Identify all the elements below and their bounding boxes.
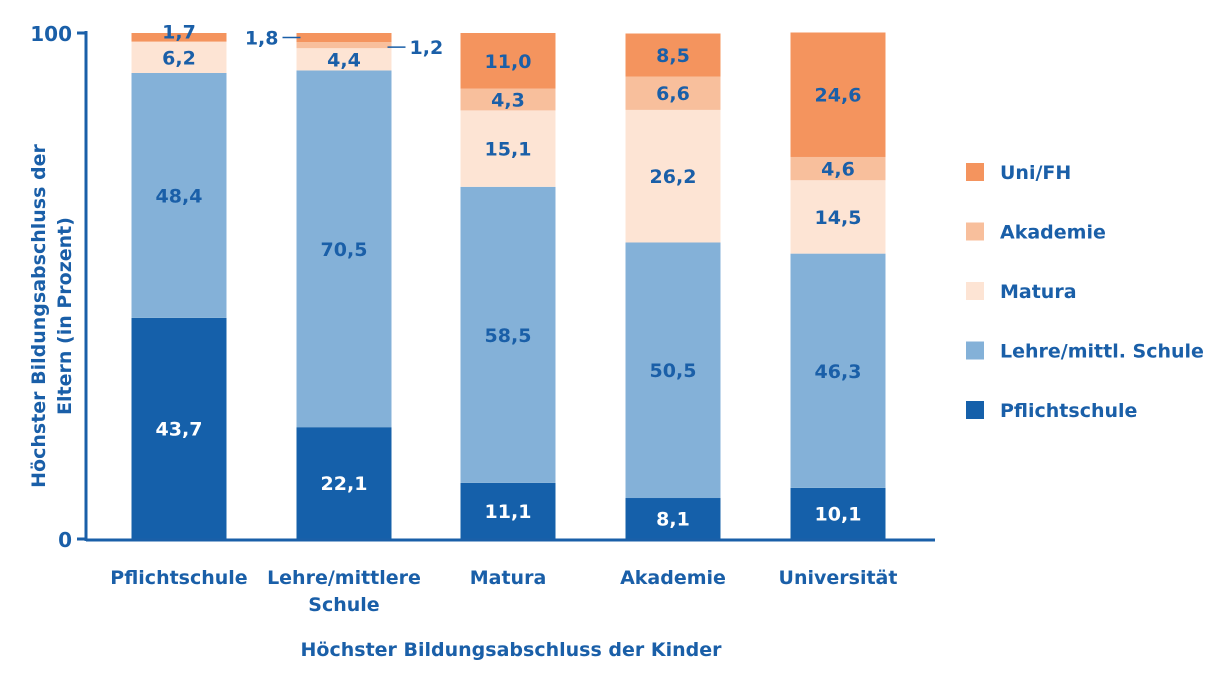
data-label: 4,4 (327, 49, 361, 71)
bar-segment (460, 33, 556, 89)
data-label: 11,0 (485, 51, 532, 73)
x-tick-label: Universität (779, 567, 898, 589)
data-label: 43,7 (156, 418, 203, 440)
bar-segment (625, 109, 721, 243)
bar-segment (625, 33, 721, 77)
data-label: 24,6 (815, 85, 862, 107)
legend-label: Pflichtschule (1000, 400, 1137, 422)
data-label: 10,1 (815, 503, 862, 525)
data-label: 50,5 (650, 360, 697, 382)
y-axis-label-line: Eltern (in Prozent) (54, 217, 76, 415)
x-tick-label: Akademie (620, 567, 726, 589)
y-tick-label: 100 (30, 22, 72, 46)
bar-segment (131, 72, 227, 318)
data-label: 58,5 (485, 325, 532, 347)
data-label: 15,1 (485, 139, 532, 161)
data-label: 26,2 (650, 166, 697, 188)
data-label: 14,5 (815, 207, 862, 229)
bar-segment (625, 242, 721, 499)
data-label: 6,6 (656, 83, 690, 105)
bar-segment (625, 498, 721, 539)
data-label: 4,3 (491, 90, 525, 112)
legend-label: Lehre/mittl. Schule (1000, 341, 1204, 363)
bar-segment (131, 317, 227, 539)
data-label: 8,1 (656, 509, 690, 531)
data-label: 46,3 (815, 361, 862, 383)
bar-segment (296, 42, 392, 49)
bar-segment (790, 253, 886, 488)
legend-swatch (966, 401, 984, 419)
legend-label: Akademie (1000, 222, 1106, 244)
data-label: 11,1 (485, 501, 532, 523)
bar-segment (790, 180, 886, 254)
x-tick-label: Schule (308, 594, 379, 616)
data-label: 8,5 (656, 45, 690, 67)
bar-segment (625, 76, 721, 110)
x-tick-label: Matura (470, 567, 547, 589)
legend-swatch (966, 222, 984, 241)
legend-swatch (966, 341, 984, 360)
bar-segment (460, 186, 556, 483)
bar-segment (296, 70, 392, 428)
legend-swatch (966, 282, 984, 300)
bar-segment (790, 32, 886, 157)
data-label: 70,5 (321, 239, 368, 261)
bar-group (460, 33, 556, 539)
bar-group (131, 33, 227, 539)
data-label: 1,8 (245, 28, 279, 50)
bar-segment (296, 427, 392, 539)
bar-group (625, 33, 721, 539)
y-axis-label: Höchster Bildungsabschluss der Eltern (in… (28, 144, 76, 488)
bar-group (790, 32, 886, 539)
bar-segment (131, 41, 227, 73)
data-label: 1,7 (162, 21, 196, 43)
legend-swatch (966, 163, 984, 181)
legend-label: Uni/FH (1000, 162, 1071, 184)
data-label: 22,1 (321, 473, 368, 495)
legend-label: Matura (1000, 281, 1077, 303)
data-label: 48,4 (156, 185, 203, 207)
bar-segment (131, 33, 227, 42)
bar-segment (296, 33, 392, 43)
y-axis-label-line: Höchster Bildungsabschluss der (28, 144, 50, 488)
x-tick-label: Lehre/mittlere (267, 567, 421, 589)
bar-segment (460, 482, 556, 539)
data-label: 1,2 (410, 37, 444, 59)
data-label: 6,2 (162, 47, 196, 69)
bar-group (296, 33, 392, 539)
y-tick-label: 0 (58, 528, 72, 552)
bar-segment (790, 487, 886, 539)
bar-segment (296, 48, 392, 71)
data-label: 4,6 (821, 159, 855, 181)
bar-segment (460, 110, 556, 187)
bar-segment (790, 156, 886, 181)
x-axis-label: Höchster Bildungsabschluss der Kinder (301, 639, 723, 661)
x-tick-label: Pflichtschule (110, 567, 247, 589)
bar-segment (460, 88, 556, 111)
